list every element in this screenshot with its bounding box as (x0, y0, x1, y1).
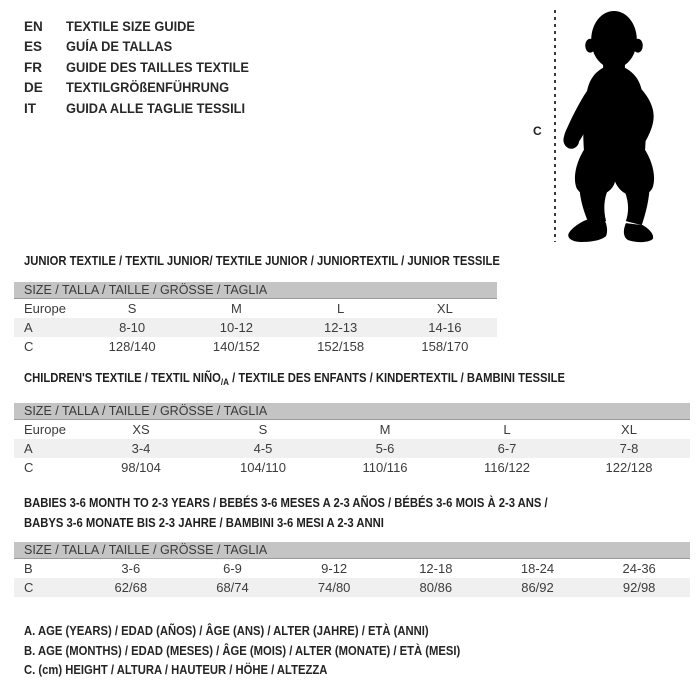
age-cell: 3-4 (131, 441, 151, 456)
size-cell: XS (132, 422, 150, 437)
age-cell: 4-5 (253, 441, 273, 456)
age-cell: 8-10 (119, 320, 146, 335)
age-cell: 12-13 (324, 320, 358, 335)
toddler-silhouette-image (563, 10, 655, 243)
table-row: Europe S M L XL (14, 299, 497, 318)
table-row: A 3-4 4-5 5-6 6-7 7-8 (14, 439, 690, 458)
children-section-title-text: CHILDREN'S TEXTILE / TEXTIL NIÑO/A / TEX… (24, 371, 565, 387)
table-row: Europe XS S M L XL (14, 420, 690, 439)
language-row-fr: FR GUIDE DES TAILLES TEXTILE (24, 57, 259, 78)
row-label: B (24, 561, 33, 576)
size-header-bar: SIZE / TALLA / TAILLE / GRÖSSE / TAGLIA (14, 542, 690, 559)
language-title: GUIDA ALLE TAGLIE TESSILI (66, 100, 246, 116)
language-row-es: ES GUÍA DE TALLAS (24, 37, 259, 58)
language-code: IT (24, 100, 36, 116)
age-cell: 5-6 (375, 441, 395, 456)
height-cell: 158/170 (421, 339, 469, 354)
height-cell: 86/92 (521, 580, 554, 595)
language-code: DE (24, 80, 43, 96)
age-cell: 7-8 (619, 441, 639, 456)
age-cell: 3-6 (121, 561, 141, 576)
height-cell: 152/158 (317, 339, 365, 354)
row-label: Europe (24, 422, 66, 437)
language-code: ES (24, 39, 43, 55)
footnote-legend: A. AGE (YEARS) / EDAD (AÑOS) / ÂGE (ANS)… (24, 624, 509, 683)
babies-size-table: SIZE / TALLA / TAILLE / GRÖSSE / TAGLIA … (14, 542, 690, 597)
size-header-bar: SIZE / TALLA / TAILLE / GRÖSSE / TAGLIA (14, 403, 690, 420)
row-label: A (24, 320, 33, 335)
height-cell: 74/80 (317, 580, 351, 595)
junior-size-table: SIZE / TALLA / TAILLE / GRÖSSE / TAGLIA … (14, 282, 497, 356)
row-label: C (24, 339, 34, 354)
size-cell: M (230, 301, 242, 316)
size-cell: L (337, 301, 345, 316)
babies-section-title-line1-text: BABIES 3-6 MONTH TO 2-3 YEARS / BEBÉS 3-… (24, 496, 548, 510)
height-cell: 140/152 (212, 339, 260, 354)
language-title: GUIDE DES TAILLES TEXTILE (66, 59, 249, 75)
age-cell: 6-9 (223, 561, 242, 576)
size-cell: M (379, 422, 391, 437)
table-row: B 3-6 6-9 9-12 12-18 18-24 24-36 (14, 559, 690, 578)
children-title-main: CHILDREN'S TEXTILE / TEXTIL NIÑO (24, 371, 221, 385)
age-cell: 9-12 (321, 561, 348, 576)
row-label: A (24, 441, 33, 456)
height-cell: 104/110 (239, 460, 287, 475)
age-cell: 6-7 (497, 441, 517, 456)
age-cell: 24-36 (622, 561, 656, 576)
table-row: C 128/140 140/152 152/158 158/170 (14, 337, 497, 356)
language-list: EN TEXTILE SIZE GUIDE ES GUÍA DE TALLAS … (24, 16, 259, 119)
language-title: GUÍA DE TALLAS (66, 39, 173, 55)
age-cell: 12-18 (419, 561, 453, 576)
junior-section-title-text: JUNIOR TEXTILE / TEXTIL JUNIOR/ TEXTILE … (24, 254, 500, 268)
language-row-it: IT GUIDA ALLE TAGLIE TESSILI (24, 98, 259, 119)
language-code: EN (24, 18, 43, 34)
babies-section-title-line2-text: BABYS 3-6 MONATE BIS 2-3 JAHRE / BAMBINI… (24, 516, 384, 530)
language-title: TEXTILGRÖßENFÜHRUNG (66, 80, 230, 96)
size-cell: XL (621, 422, 637, 437)
height-cell: 92/98 (622, 580, 656, 595)
babies-section-title-line1: BABIES 3-6 MONTH TO 2-3 YEARS / BEBÉS 3-… (24, 496, 606, 510)
language-code: FR (24, 59, 42, 75)
size-cell: XL (436, 301, 453, 316)
row-label: C (24, 580, 34, 595)
age-cell: 18-24 (520, 561, 555, 576)
height-cell: 68/74 (216, 580, 249, 595)
language-title: TEXTILE SIZE GUIDE (66, 18, 195, 34)
row-label: Europe (24, 301, 66, 316)
age-cell: 14-16 (428, 320, 462, 335)
children-section-title: CHILDREN'S TEXTILE / TEXTIL NIÑO/A / TEX… (24, 371, 625, 387)
size-cell: L (503, 422, 511, 437)
row-label: C (24, 460, 34, 475)
height-cell: 98/104 (121, 460, 161, 475)
table-row: C 98/104 104/110 110/116 116/122 122/128 (14, 458, 690, 477)
footnote-b: B. AGE (MONTHS) / EDAD (MESES) / ÂGE (MO… (24, 643, 461, 658)
size-header-bar: SIZE / TALLA / TAILLE / GRÖSSE / TAGLIA (14, 282, 497, 299)
height-measure-dashed-line (554, 10, 556, 242)
table-row: A 8-10 10-12 12-13 14-16 (14, 318, 497, 337)
children-size-table: SIZE / TALLA / TAILLE / GRÖSSE / TAGLIA … (14, 403, 690, 477)
height-cell: 62/68 (114, 580, 148, 595)
age-cell: 10-12 (219, 320, 253, 335)
children-title-subscript: /A (220, 377, 229, 387)
language-row-en: EN TEXTILE SIZE GUIDE (24, 16, 259, 37)
footnote-c: C. (cm) HEIGHT / ALTURA / HAUTEUR / HÖHE… (24, 663, 328, 678)
table-row: C 62/68 68/74 74/80 80/86 86/92 92/98 (14, 578, 690, 597)
height-cell: 128/140 (108, 339, 156, 354)
height-cell: 110/116 (362, 460, 408, 475)
height-measure-label: C (533, 124, 542, 138)
children-title-rest: / TEXTILE DES ENFANTS / KINDERTEXTIL / B… (228, 371, 566, 385)
size-cell: S (258, 422, 268, 437)
size-cell: S (127, 301, 137, 316)
footnote-a: A. AGE (YEARS) / EDAD (AÑOS) / ÂGE (ANS)… (24, 624, 429, 638)
junior-section-title: JUNIOR TEXTILE / TEXTIL JUNIOR/ TEXTILE … (24, 254, 553, 268)
height-cell: 116/122 (483, 460, 531, 475)
height-cell: 122/128 (605, 460, 653, 475)
babies-section-title-line2: BABYS 3-6 MONATE BIS 2-3 JAHRE / BAMBINI… (24, 516, 424, 530)
language-row-de: DE TEXTILGRÖßENFÜHRUNG (24, 78, 259, 99)
height-cell: 80/86 (419, 580, 453, 595)
